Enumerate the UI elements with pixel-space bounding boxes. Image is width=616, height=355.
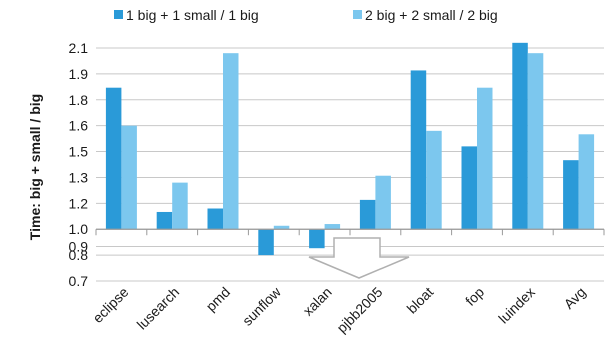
bar — [309, 229, 325, 249]
y-tick-label: 1.5 — [69, 144, 89, 160]
y-tick-label: 1.8 — [69, 92, 89, 108]
bar — [563, 160, 579, 230]
bar — [172, 182, 188, 230]
bar — [223, 53, 239, 230]
bar — [105, 87, 122, 230]
y-tick-label: 1.9 — [69, 66, 89, 82]
y-tick-label: 0.8 — [69, 247, 89, 263]
bar — [375, 175, 391, 230]
legend-label: 1 big + 1 small / 1 big — [126, 7, 259, 23]
bar — [273, 225, 290, 230]
x-category-label: xalan — [300, 284, 335, 319]
x-category-label: pjbb2005 — [333, 284, 385, 336]
x-category-label: sunflow — [239, 283, 285, 329]
legend-swatch — [114, 10, 123, 19]
y-tick-label: 1.2 — [69, 195, 89, 211]
y-axis-ticks: 0.7 0.80.91.0 1.2 1.3 1.5 1.6 1.8 1.9 2.1 — [69, 40, 89, 289]
x-category-label: lusearch — [134, 284, 183, 333]
bar — [527, 53, 544, 230]
legend: 1 big + 1 small / 1 big 2 big + 2 small /… — [114, 7, 498, 23]
y-axis-label: Time: big + small / big — [27, 94, 43, 240]
x-category-label: pmd — [203, 284, 234, 315]
bar — [359, 199, 376, 230]
bar — [207, 208, 223, 230]
x-category-label: luindex — [495, 284, 538, 327]
y-tick-label: 1.6 — [69, 118, 89, 134]
down-arrow-shape — [308, 237, 410, 279]
y-tick-label: 0.7 — [69, 273, 89, 289]
bars — [105, 42, 595, 256]
bar — [426, 130, 442, 230]
y-tick-label: 2.1 — [69, 40, 89, 56]
y-tick-label: 0.9 — [69, 238, 89, 254]
bar — [258, 229, 274, 256]
x-category-label: fop — [462, 284, 487, 309]
bar — [461, 146, 477, 230]
legend-label: 2 big + 2 small / 2 big — [365, 7, 498, 23]
bar — [156, 211, 173, 230]
bar — [324, 224, 341, 230]
y-tick-label: 1.0 — [69, 221, 89, 237]
bar — [512, 42, 528, 230]
bar — [121, 125, 137, 230]
x-category-label: Avg — [561, 284, 589, 312]
legend-swatch — [353, 10, 362, 19]
baseline-axis — [95, 228, 605, 236]
bar — [477, 87, 493, 230]
y-tick-label: 1.3 — [69, 169, 89, 185]
bar — [410, 70, 427, 230]
x-category-label: bloat — [404, 284, 437, 317]
down-arrow-annotation — [308, 237, 410, 279]
bar — [578, 134, 595, 230]
x-category-label: eclipse — [89, 284, 131, 326]
